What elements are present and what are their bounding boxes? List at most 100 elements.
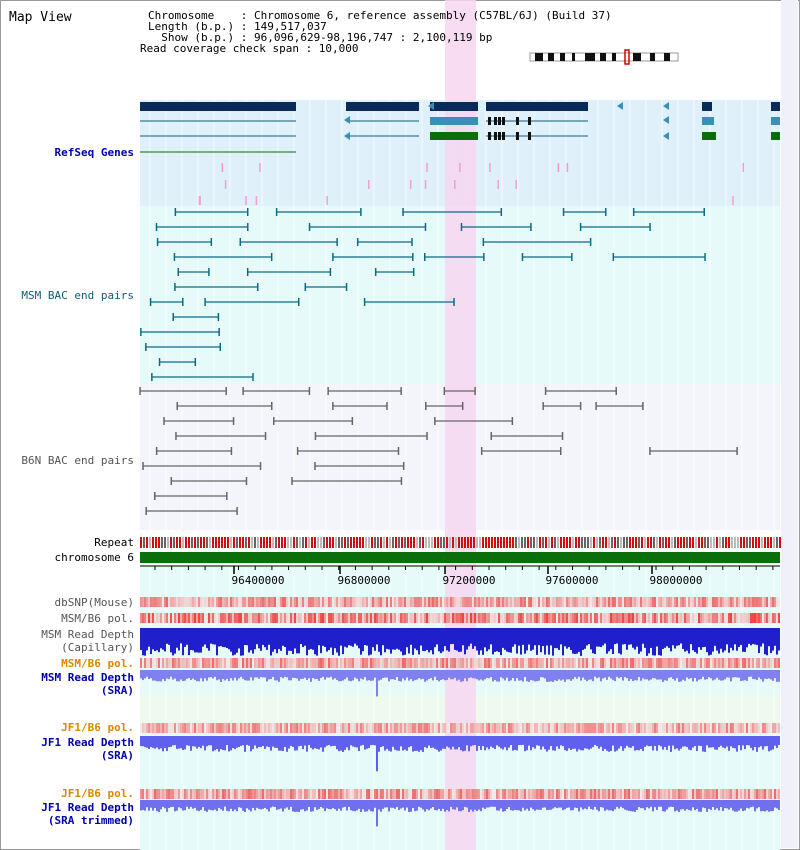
jf1-sra-depth-bar xyxy=(628,736,630,748)
jf1-b6-pol-2-cell xyxy=(300,789,302,799)
jf1-b6-pol-cell xyxy=(168,723,170,733)
msm-b6-pol-cell xyxy=(394,613,396,623)
track-label-dbsnp[interactable]: dbSNP(Mouse) xyxy=(54,596,134,609)
repeat-block xyxy=(623,537,625,548)
track-label-msm-depth-sra[interactable]: MSM Read Depth xyxy=(41,671,134,684)
track-label-refseq[interactable]: RefSeq Genes xyxy=(54,146,134,159)
jf1-b6-pol-2-cell xyxy=(366,789,368,799)
jf1-sra-depth-bar xyxy=(404,736,406,750)
jf1-b6-pol-cell xyxy=(670,723,672,733)
jf1-b6-pol-cell xyxy=(738,723,740,733)
msm-capillary-depth-bar xyxy=(738,628,740,647)
dbsnp-cell xyxy=(566,597,568,607)
jf1-sra-depth-bar xyxy=(434,736,436,749)
dbsnp-cell xyxy=(416,597,418,607)
right-scroll-strip xyxy=(781,0,798,848)
jf1-trimmed-depth-bar xyxy=(392,800,394,808)
dbsnp-cell xyxy=(394,597,396,607)
jf1-trimmed-depth-bar xyxy=(532,800,534,810)
msm-b6-pol-cell xyxy=(230,613,232,623)
msm-sra-depth-bar xyxy=(478,670,480,681)
dbsnp-cell xyxy=(288,597,290,607)
msm-sra-depth-bar xyxy=(750,670,752,677)
track-label-jf1-depth-trimmed[interactable]: JF1 Read Depth xyxy=(41,801,134,814)
repeat-block xyxy=(344,537,346,548)
dbsnp-cell xyxy=(222,597,224,607)
jf1-b6-pol-2-cell xyxy=(658,789,660,799)
jf1-b6-pol-cell xyxy=(358,723,360,733)
repeat-block xyxy=(260,537,262,548)
msm-sra-depth-bar xyxy=(222,670,224,679)
jf1-trimmed-depth-bar xyxy=(536,800,538,810)
track-label-chromosome[interactable]: chromosome 6 xyxy=(54,551,134,564)
msm-b6-pol-cell xyxy=(398,613,400,623)
dbsnp-cell xyxy=(424,597,426,607)
refseq-marker xyxy=(326,196,328,205)
refseq-marker xyxy=(409,180,412,189)
jf1-b6-pol-cell xyxy=(166,723,168,733)
jf1-sra-depth-bar xyxy=(768,736,770,752)
jf1-sra-depth-bar xyxy=(166,736,168,752)
jf1-b6-pol-cell xyxy=(560,723,562,733)
msm-sra-depth-bar xyxy=(620,670,622,678)
jf1-b6-pol-cell xyxy=(366,723,368,733)
dbsnp-cell xyxy=(670,597,672,607)
jf1-b6-pol-cell xyxy=(466,723,468,733)
jf1-b6-pol-cell xyxy=(222,723,224,733)
jf1-trimmed-depth-bar xyxy=(268,800,270,812)
msm-b6-pol-cell xyxy=(584,613,586,623)
jf1-b6-pol-2-cell xyxy=(554,789,556,799)
msm-b6-pol-sra-cell xyxy=(158,658,160,668)
msm-b6-pol-cell xyxy=(160,613,162,623)
dbsnp-cell xyxy=(612,597,614,607)
msm-capillary-depth-bar xyxy=(694,628,696,652)
jf1-sra-depth-bar xyxy=(192,736,194,747)
msm-b6-pol-sra-cell xyxy=(460,658,462,668)
msm-sra-depth-bar xyxy=(506,670,508,678)
msm-capillary-depth-bar xyxy=(490,628,492,645)
msm-b6-pol-sra-cell xyxy=(240,658,242,668)
msm-sra-depth-bar xyxy=(562,670,564,680)
msm-capillary-depth-bar xyxy=(396,628,398,649)
msm-b6-pol-sra-cell xyxy=(484,658,486,668)
msm-b6-pol-sra-cell xyxy=(552,658,554,668)
track-label-jf1-b6-pol-2[interactable]: JF1/B6 pol. xyxy=(61,787,134,800)
jf1-b6-pol-cell xyxy=(704,723,706,733)
jf1-trimmed-depth-bar xyxy=(378,800,380,810)
jf1-b6-pol-cell xyxy=(372,723,374,733)
msm-b6-pol-cell xyxy=(206,613,208,623)
msm-b6-pol-sra-cell xyxy=(396,658,398,668)
msm-capillary-depth-bar xyxy=(754,628,756,645)
jf1-b6-pol-2-cell xyxy=(594,789,596,799)
dbsnp-cell xyxy=(690,597,692,607)
jf1-b6-pol-cell xyxy=(234,723,236,733)
jf1-sra-depth-bar xyxy=(746,736,748,746)
jf1-b6-pol-2-cell xyxy=(498,789,500,799)
track-label-repeat[interactable]: Repeat xyxy=(94,536,134,549)
jf1-b6-pol-2-cell xyxy=(394,789,396,799)
msm-b6-pol-sra-cell xyxy=(554,658,556,668)
msm-b6-pol-sra-cell xyxy=(730,658,732,668)
jf1-sra-depth-bar xyxy=(218,736,220,752)
track-label-msm-depth-capillary[interactable]: MSM Read Depth xyxy=(41,628,134,641)
track-label-msm-b6-pol[interactable]: MSM/B6 pol. xyxy=(61,612,134,625)
msm-sra-depth-bar xyxy=(742,670,744,681)
msm-b6-pol-sra-cell xyxy=(222,658,224,668)
msm-sra-depth-bar xyxy=(494,670,496,681)
msm-sra-depth-bar xyxy=(382,670,384,679)
repeat-block xyxy=(278,537,280,548)
dbsnp-cell xyxy=(152,597,154,607)
jf1-sra-depth-bar xyxy=(174,736,176,746)
track-label-msm-b6-pol-sra[interactable]: MSM/B6 pol. xyxy=(61,657,134,670)
jf1-trimmed-depth-bar xyxy=(202,800,204,808)
msm-b6-pol-cell xyxy=(684,613,686,623)
track-label-jf1-b6-pol[interactable]: JF1/B6 pol. xyxy=(61,721,134,734)
msm-b6-pol-sra-cell xyxy=(376,658,378,668)
track-label-b6n-bac[interactable]: B6N BAC end pairs xyxy=(21,454,134,467)
jf1-trimmed-depth-bar xyxy=(582,800,584,810)
track-label-jf1-depth-sra[interactable]: JF1 Read Depth xyxy=(41,736,134,749)
repeat-block xyxy=(161,537,163,548)
track-label-msm-bac[interactable]: MSM BAC end pairs xyxy=(21,289,134,302)
msm-b6-pol-cell xyxy=(204,613,206,623)
